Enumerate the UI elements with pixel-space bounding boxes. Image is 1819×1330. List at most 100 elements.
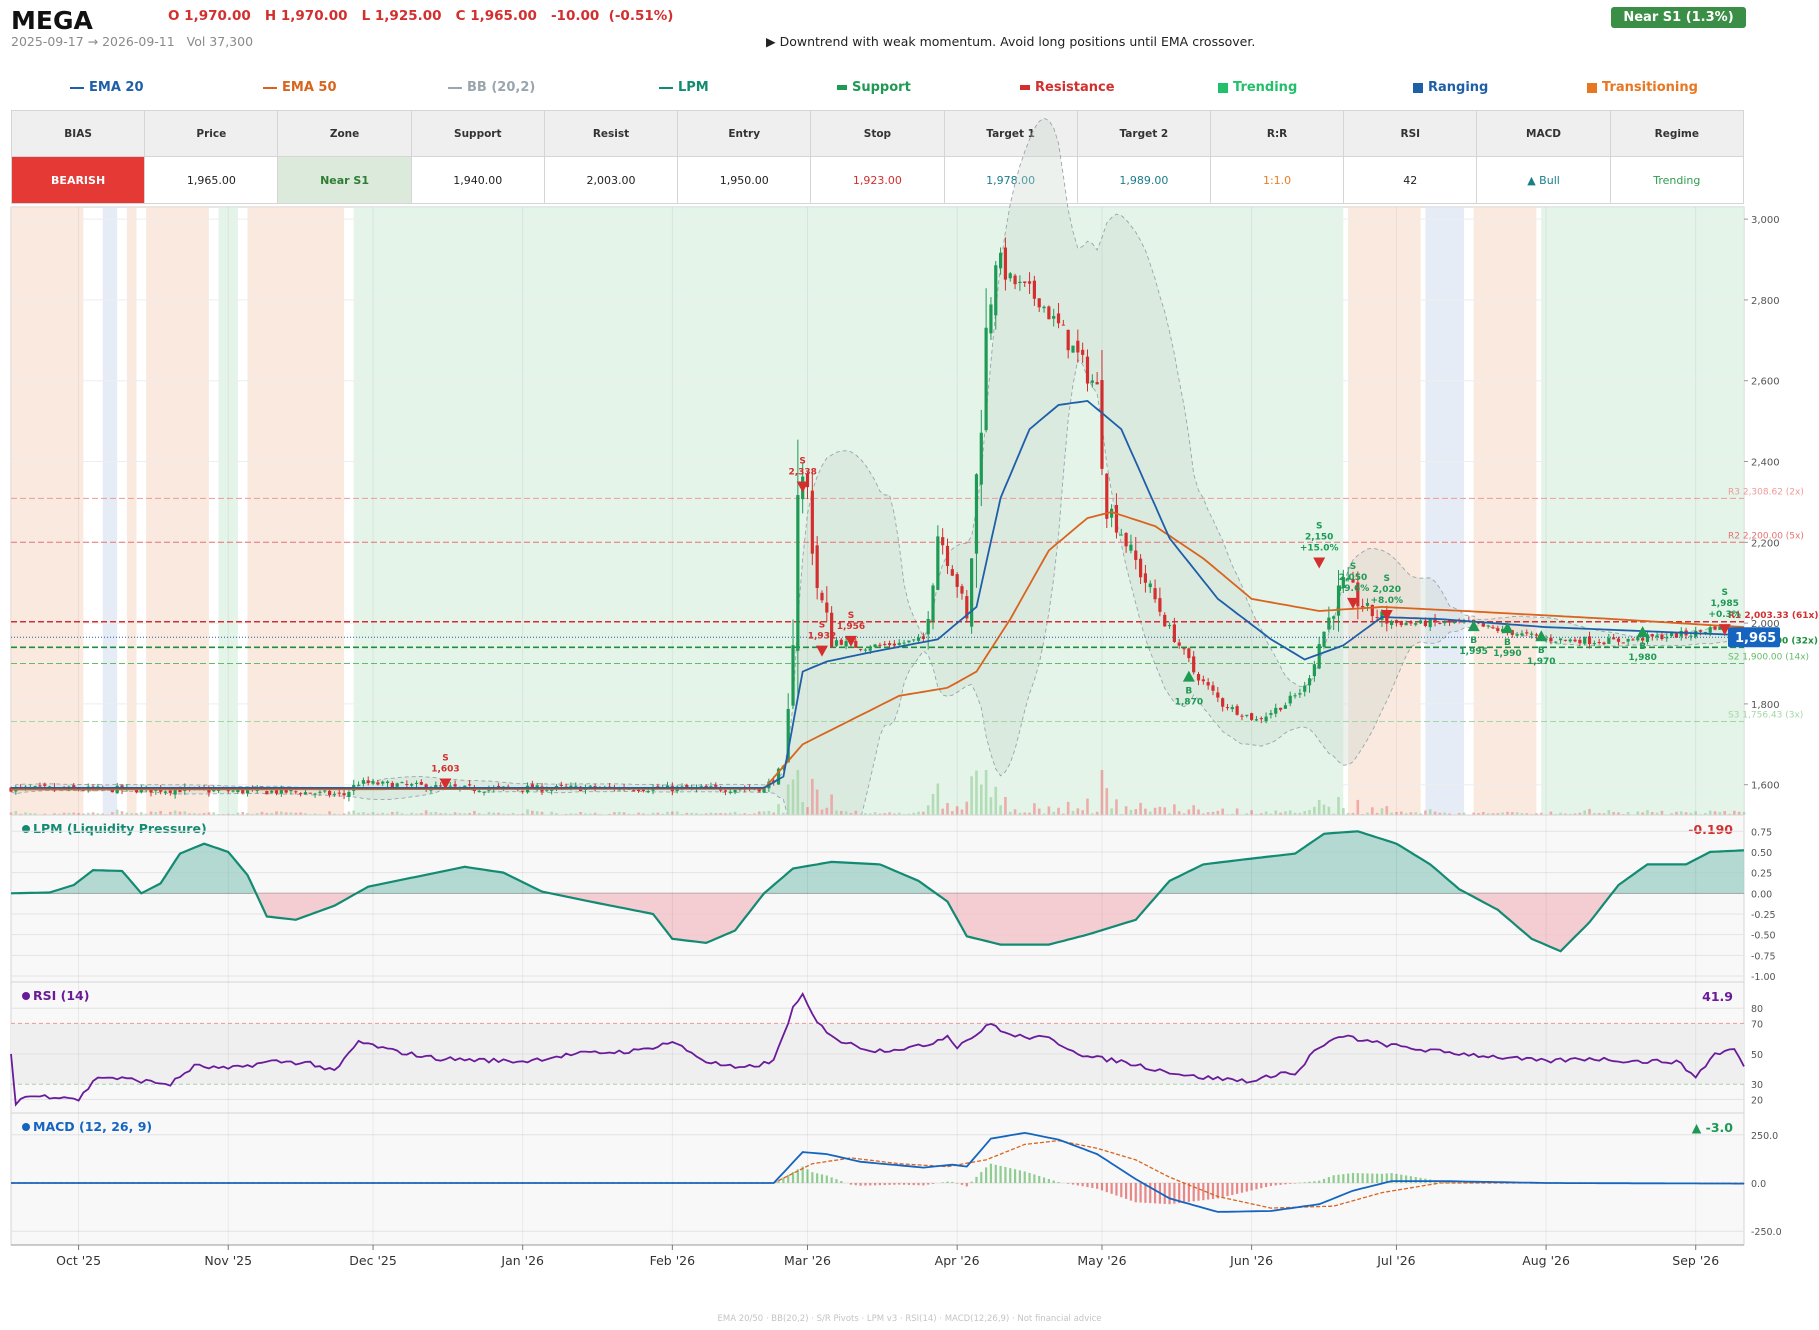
- value-cell: 1,950.00: [677, 156, 812, 204]
- header-cell: Target 1: [943, 110, 1078, 157]
- price-tick-label: 1,800: [1751, 700, 1780, 711]
- volume-bar: [675, 811, 679, 815]
- candle-body: [1631, 639, 1635, 641]
- candle-body: [1056, 313, 1061, 324]
- volume-bar: [313, 813, 317, 815]
- signal-label: 2,020: [1373, 585, 1401, 595]
- signal-label: 1,603: [431, 764, 459, 774]
- candle-body: [395, 783, 399, 787]
- candle-body: [1008, 273, 1012, 279]
- volume-bar: [1342, 808, 1345, 815]
- volume-bar: [1443, 812, 1447, 815]
- candle-body: [1520, 633, 1524, 636]
- regime-band: [218, 207, 238, 815]
- candle-body: [1626, 638, 1630, 642]
- candle-body: [1718, 626, 1722, 630]
- volume-bar: [1197, 809, 1200, 815]
- legend-resistance[interactable]: Resistance: [1020, 80, 1115, 95]
- zone-cell: Near S1: [277, 156, 412, 204]
- candle-body: [810, 490, 814, 554]
- volume-bar: [101, 813, 105, 815]
- signal-label: 1,956: [837, 622, 865, 632]
- volume-bar: [704, 813, 708, 815]
- header-cell: Price: [144, 110, 279, 157]
- candle-body: [1351, 578, 1355, 583]
- legend-ema20[interactable]: EMA 20: [70, 80, 144, 95]
- volume-bar: [738, 813, 742, 815]
- candle-body: [366, 780, 370, 783]
- volume-bar: [951, 811, 954, 815]
- volume-bar: [487, 812, 491, 815]
- volume-bar: [1713, 811, 1717, 815]
- macd-histogram-bar: [1033, 1174, 1036, 1183]
- legend-trending[interactable]: Trending: [1218, 80, 1297, 95]
- price-tick-label: 1,600: [1751, 781, 1780, 792]
- volume-bar: [1568, 813, 1572, 815]
- legend-ranging[interactable]: Ranging: [1413, 80, 1488, 95]
- rsi-last-value: 41.9: [1702, 989, 1733, 1004]
- volume-bar: [757, 811, 761, 815]
- buy-marker-icon: [1182, 670, 1195, 682]
- volume-bar: [1501, 812, 1504, 815]
- candle-body: [839, 639, 843, 645]
- legend-transitioning[interactable]: Transitioning: [1587, 80, 1698, 95]
- macd-histogram-bar: [1004, 1167, 1007, 1183]
- volume-bar: [564, 813, 568, 815]
- candle-body: [714, 784, 718, 787]
- candle-body: [43, 784, 47, 786]
- volume-bar: [1037, 808, 1041, 815]
- volume-bar: [1288, 810, 1292, 815]
- line-swatch-icon: [263, 86, 277, 89]
- volume-bar: [1332, 813, 1335, 815]
- candle-body: [1303, 685, 1307, 692]
- legend-bollinger[interactable]: BB (20,2): [448, 80, 535, 95]
- volume-bar: [820, 809, 824, 815]
- volume-bar: [815, 789, 819, 815]
- volume-bar: [719, 813, 722, 815]
- volume-bar: [1723, 811, 1726, 815]
- value-cell: ▲ Bull: [1476, 156, 1611, 204]
- candle-body: [545, 790, 549, 792]
- candle-body: [212, 789, 216, 792]
- macd-histogram-bar: [806, 1169, 809, 1183]
- candle-body: [1187, 648, 1191, 659]
- candle-body: [270, 790, 274, 793]
- legend-support[interactable]: Support: [837, 80, 911, 95]
- legend-lpm[interactable]: LPM: [659, 80, 709, 95]
- volume-bar: [1177, 811, 1181, 815]
- volume-bar: [241, 812, 245, 815]
- signal-label: 1,870: [1175, 698, 1203, 708]
- volume-bar: [1173, 804, 1176, 815]
- legend-ema50[interactable]: EMA 50: [263, 80, 337, 95]
- volume-bar: [463, 813, 467, 815]
- volume-bar: [1694, 811, 1698, 815]
- candle-body: [1172, 624, 1176, 642]
- rsi-tick-label: 30: [1751, 1080, 1763, 1091]
- macd-histogram-bar: [999, 1165, 1002, 1183]
- candle-body: [1438, 622, 1442, 624]
- buy-marker-icon: [1535, 630, 1548, 642]
- volume-bar: [1626, 811, 1630, 815]
- value-cell: 1:1.0: [1209, 156, 1345, 204]
- ohlc-readout: O 1,970.00 H 1,970.00 L 1,925.00 C 1,965…: [168, 8, 674, 24]
- candle-body: [424, 784, 428, 790]
- candle-body: [1641, 638, 1645, 641]
- candle-body: [467, 784, 472, 786]
- candle-body: [530, 784, 534, 790]
- candle-body: [1341, 576, 1345, 589]
- candle-body: [410, 784, 414, 786]
- candle-body: [950, 569, 954, 576]
- candle-body: [1013, 275, 1017, 285]
- volume-bar: [786, 784, 790, 815]
- volume-bar: [24, 812, 27, 815]
- candle-body: [733, 789, 737, 793]
- candle-body: [873, 644, 877, 647]
- macd-histogram-bar: [796, 1169, 799, 1183]
- last-price-tag: [1728, 627, 1780, 648]
- volume-bar: [1486, 813, 1490, 815]
- volume-bar: [989, 797, 993, 815]
- candle-body: [1105, 473, 1109, 519]
- volume-bar: [77, 812, 80, 815]
- level-label-r1: R1 2,003.33 (61x): [1728, 611, 1818, 621]
